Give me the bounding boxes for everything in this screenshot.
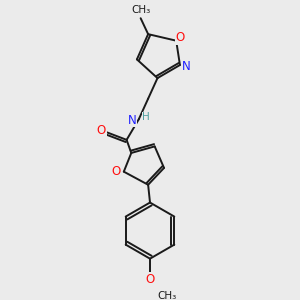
- Text: O: O: [175, 32, 184, 44]
- Text: N: N: [128, 114, 136, 127]
- Text: O: O: [97, 124, 106, 137]
- Text: O: O: [146, 273, 154, 286]
- Text: O: O: [112, 165, 121, 178]
- Text: N: N: [182, 60, 191, 74]
- Text: H: H: [142, 112, 150, 122]
- Text: CH₃: CH₃: [157, 291, 176, 300]
- Text: CH₃: CH₃: [131, 5, 150, 15]
